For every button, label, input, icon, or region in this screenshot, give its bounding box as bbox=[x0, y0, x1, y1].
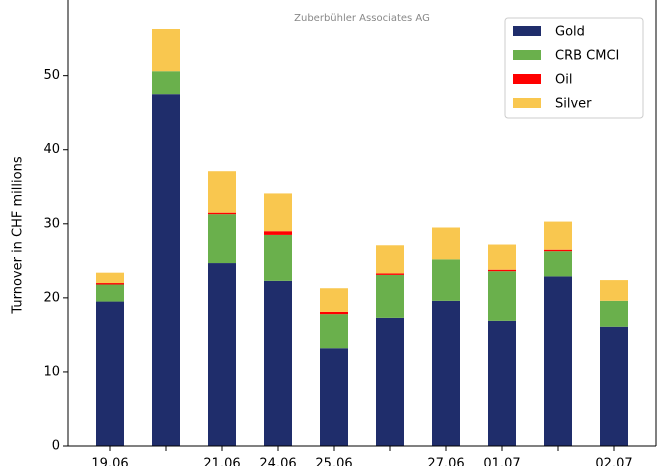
x-tick-label: 27.06 bbox=[427, 457, 464, 466]
legend-label: Silver bbox=[555, 97, 592, 112]
bar-segment bbox=[152, 71, 180, 95]
y-tick-label: 40 bbox=[43, 142, 60, 157]
bar-segment bbox=[600, 300, 628, 327]
bar-segment bbox=[96, 283, 124, 285]
bar-segment bbox=[320, 314, 348, 349]
legend-swatch bbox=[513, 26, 541, 36]
legend-label: Oil bbox=[555, 73, 572, 88]
bar-segment bbox=[432, 300, 460, 446]
annotation: Zuberbühler Associates AG bbox=[294, 13, 430, 24]
bar-segment bbox=[432, 259, 460, 301]
y-tick-label: 0 bbox=[52, 439, 60, 454]
bar-segment bbox=[376, 245, 404, 274]
bar-segment bbox=[600, 280, 628, 301]
y-tick-label: 20 bbox=[43, 290, 60, 305]
bar-segment bbox=[320, 288, 348, 312]
y-axis-label: Turnover in CHF millions bbox=[11, 156, 26, 314]
bar-segment bbox=[544, 251, 572, 277]
bar-segment bbox=[208, 171, 236, 213]
bar-segment bbox=[208, 263, 236, 446]
bar-segment bbox=[152, 28, 180, 72]
legend-label: CRB CMCI bbox=[555, 49, 619, 64]
bar-segment bbox=[488, 271, 516, 321]
bar-segment bbox=[208, 212, 236, 215]
bar-segment bbox=[600, 326, 628, 446]
bar-segment bbox=[264, 280, 292, 446]
bar-segment bbox=[96, 272, 124, 284]
x-tick-label: 24.06 bbox=[259, 457, 296, 466]
bar-segment bbox=[376, 274, 404, 318]
legend-swatch bbox=[513, 74, 541, 84]
x-tick-label: 25.06 bbox=[315, 457, 352, 466]
bar-segment bbox=[544, 221, 572, 250]
bar-segment bbox=[488, 269, 516, 272]
legend-box bbox=[504, 17, 644, 119]
legend-swatch bbox=[513, 98, 541, 108]
x-tick-label: 02.07 bbox=[595, 457, 632, 466]
x-tick-label: 19.06 bbox=[91, 457, 128, 466]
bar-segment bbox=[376, 273, 404, 275]
bar-segment bbox=[488, 244, 516, 270]
bar-segment bbox=[264, 234, 292, 281]
bar-segment bbox=[432, 227, 460, 260]
bar-segment bbox=[544, 249, 572, 252]
bar-segment bbox=[488, 320, 516, 446]
bar-segment bbox=[544, 276, 572, 446]
bar-segment bbox=[264, 231, 292, 235]
bar-segment bbox=[320, 348, 348, 446]
bar-segment bbox=[208, 214, 236, 264]
bar-segment bbox=[264, 193, 292, 232]
legend-swatch bbox=[513, 50, 541, 60]
bar-segment bbox=[96, 301, 124, 446]
x-tick-label: 01.07 bbox=[483, 457, 520, 466]
bar-segment bbox=[96, 284, 124, 302]
x-tick-label: 21.06 bbox=[203, 457, 240, 466]
legend-label: Gold bbox=[555, 25, 585, 40]
bar-segment bbox=[320, 311, 348, 315]
y-tick-label: 50 bbox=[43, 68, 60, 83]
bar-segment bbox=[376, 317, 404, 446]
y-tick-label: 10 bbox=[43, 364, 60, 379]
bar-segment bbox=[152, 94, 180, 446]
y-tick-label: 30 bbox=[43, 216, 60, 231]
